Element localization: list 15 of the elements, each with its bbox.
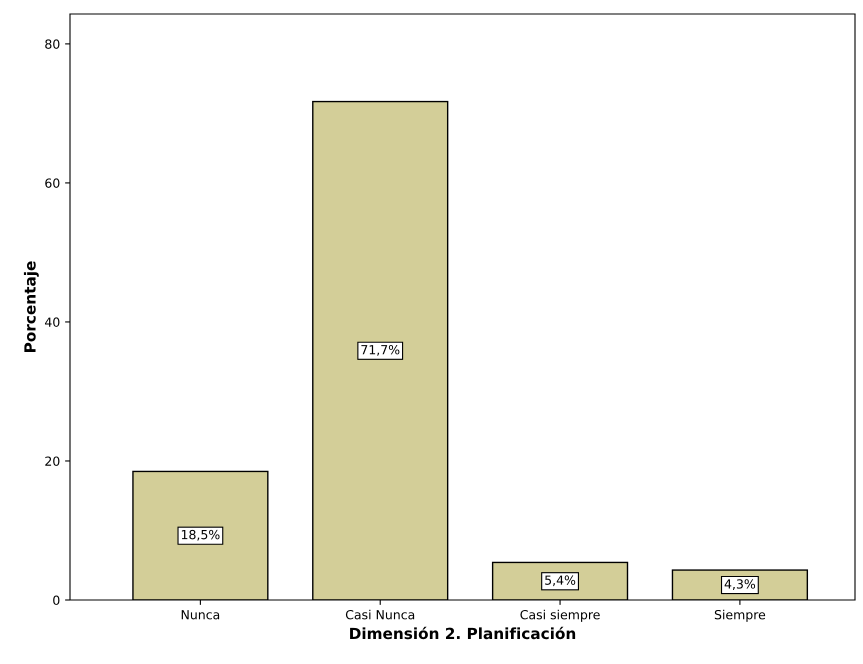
y-axis-title: Porcentaje (24, 261, 39, 352)
data-label: 5,4% (545, 575, 576, 586)
x-tick-label: Nunca (182, 610, 220, 620)
y-tick-label: 20 (45, 456, 60, 466)
y-tick-label: 0 (53, 595, 60, 605)
y-tick-label: 60 (45, 178, 60, 188)
x-tick-label: Siempre (714, 610, 766, 622)
data-label: 18,5% (182, 530, 220, 541)
y-tick-label: 80 (45, 39, 60, 49)
x-axis-title: Dimensión 2. Planificación (350, 626, 576, 640)
data-label: 71,7% (361, 344, 400, 356)
x-tick-label: Casi siempre (520, 610, 600, 622)
x-tick-label: Casi Nunca (346, 610, 414, 620)
y-tick-label: 40 (44, 317, 60, 327)
data-label: 4,3% (724, 579, 756, 590)
